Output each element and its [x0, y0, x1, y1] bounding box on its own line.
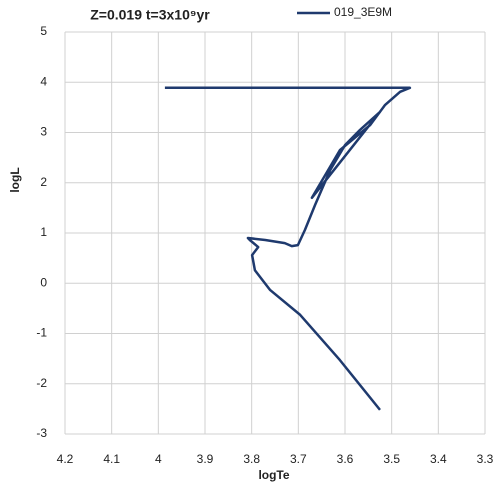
chart-title: Z=0.019 t=3x10⁹yr	[90, 7, 210, 23]
x-tick-label: 3.4	[430, 452, 447, 466]
y-tick-label: 1	[40, 225, 47, 239]
x-axis-label: logTe	[258, 468, 289, 482]
y-tick-label: 0	[40, 275, 47, 289]
x-tick-label: 3.7	[290, 452, 307, 466]
x-tick-label: 3.3	[477, 452, 494, 466]
y-tick-label: 5	[40, 24, 47, 38]
x-tick-label: 4.1	[103, 452, 120, 466]
x-tick-label: 3.5	[383, 452, 400, 466]
data-line	[164, 86, 412, 411]
x-tick-label: 3.8	[243, 452, 260, 466]
y-tick-label: 2	[40, 175, 47, 189]
y-tick-label: -2	[36, 376, 47, 390]
x-tick-label: 4.2	[57, 452, 74, 466]
x-tick-label: 4	[155, 452, 162, 466]
y-axis-label: logL	[8, 167, 22, 192]
y-tick-label: 3	[40, 125, 47, 139]
legend-label: 019_3E9M	[334, 5, 392, 19]
x-tick-label: 3.6	[337, 452, 354, 466]
x-tick-label: 3.9	[197, 452, 214, 466]
y-tick-label: -3	[36, 426, 47, 440]
y-tick-label: 4	[40, 74, 47, 88]
y-tick-label: -1	[36, 326, 47, 340]
